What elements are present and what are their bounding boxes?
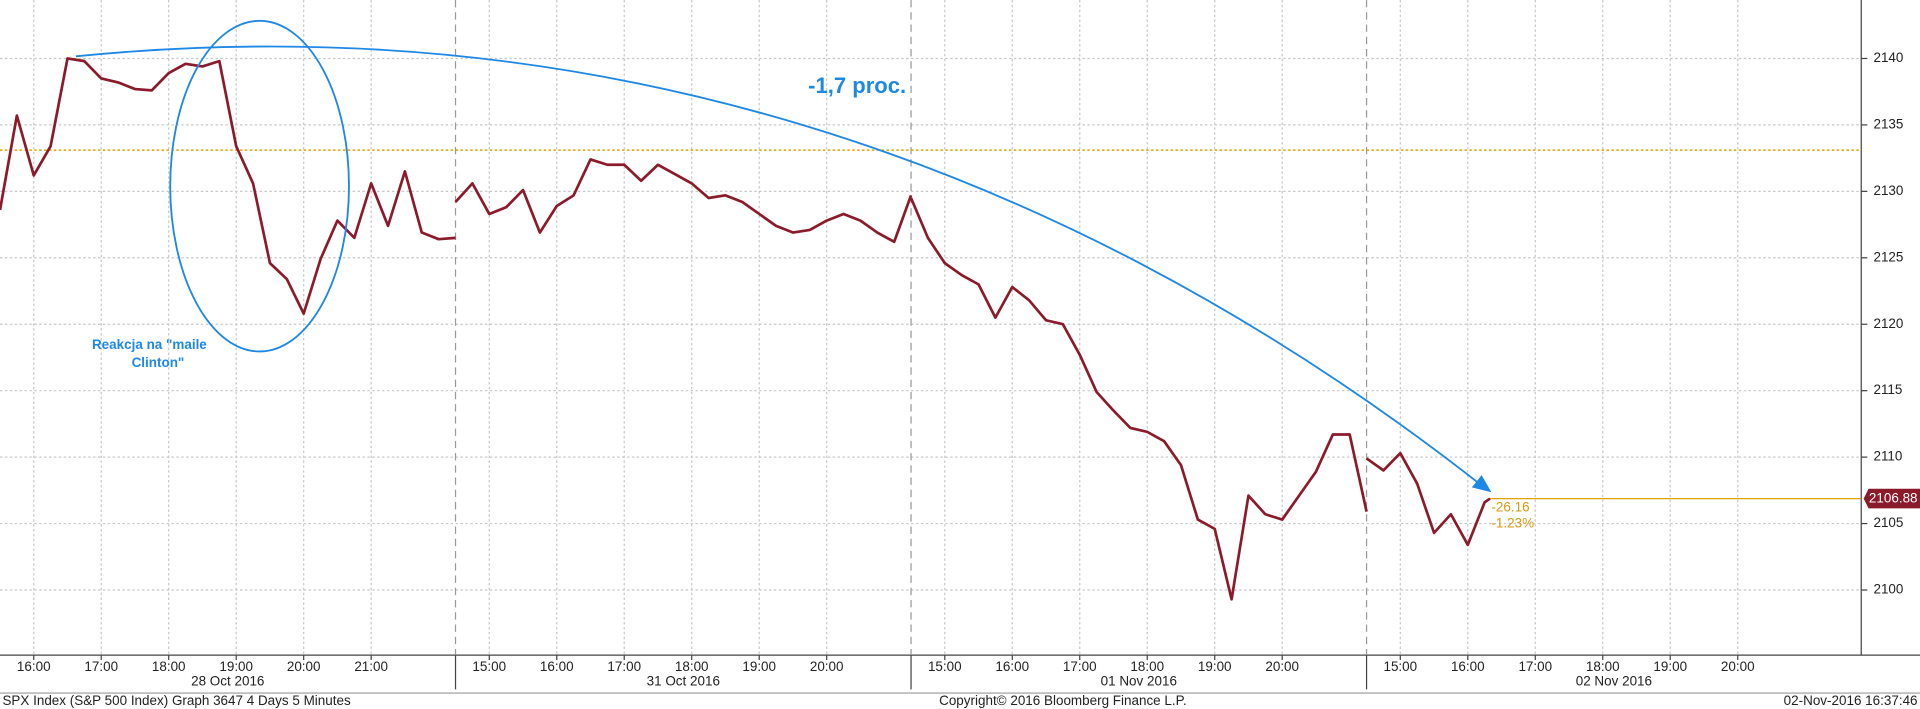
y-tick-label: 2105: [1873, 515, 1903, 530]
price-line: [0, 57, 456, 315]
x-tick-label: 20:00: [287, 659, 321, 674]
x-tick-label: 17:00: [607, 659, 641, 674]
x-tick-label: 20:00: [1265, 659, 1299, 674]
x-tick-label: 18:00: [675, 659, 709, 674]
x-tick-label: 16:00: [995, 659, 1029, 674]
drop-annotation: -1,7 proc.: [808, 73, 906, 98]
x-tick-label: 21:00: [354, 659, 388, 674]
x-tick-label: 18:00: [1130, 659, 1164, 674]
arrow-head: [1471, 475, 1492, 493]
grid: 2100 2105 2110 2115 2120 2125 2130 2135 2140 16:0…: [0, 0, 1920, 690]
day-label: 28 Oct 2016: [191, 674, 264, 689]
x-tick-label: 20:00: [1721, 659, 1755, 674]
reaction-annotation: Clinton": [132, 355, 185, 370]
y-tick-label: 2110: [1873, 449, 1902, 464]
footer-center: Copyright© 2016 Bloomberg Finance L.P.: [939, 693, 1186, 708]
footer-left: SPX Index (S&P 500 Index) Graph 3647 4 D…: [2, 693, 351, 708]
x-tick-label: 15:00: [1383, 659, 1417, 674]
x-tick-label: 15:00: [928, 659, 962, 674]
x-tick-label: 17:00: [84, 659, 118, 674]
price-line: [909, 197, 1368, 601]
y-tick-label: 2115: [1873, 382, 1902, 397]
day-label: 31 Oct 2016: [647, 674, 720, 689]
day-label: 02 Nov 2016: [1576, 674, 1652, 689]
x-tick-label: 19:00: [219, 659, 253, 674]
y-tick-label: 2120: [1873, 316, 1903, 331]
x-tick-label: 20:00: [810, 659, 844, 674]
last-value-box: [1863, 488, 1920, 509]
day-label: 01 Nov 2016: [1101, 674, 1177, 689]
x-tick-label: 19:00: [742, 659, 776, 674]
trend-arrow: [75, 45, 1485, 489]
reaction-annotation: Reakcja na "maile: [92, 337, 207, 352]
y-tick-label: 2135: [1873, 116, 1903, 131]
x-tick-label: 16:00: [1451, 659, 1485, 674]
y-tick-label: 2125: [1873, 249, 1903, 264]
y-tick-label: 2140: [1873, 50, 1903, 65]
change-annotation: -26.16: [1491, 500, 1529, 515]
y-tick-label: 2130: [1873, 183, 1903, 198]
x-tick-label: 17:00: [1063, 659, 1097, 674]
price-line: [1365, 451, 1491, 547]
price-line: [454, 158, 913, 244]
change-pct-annotation: -1.23%: [1491, 516, 1534, 531]
x-tick-label: 19:00: [1198, 659, 1232, 674]
x-tick-label: 16:00: [540, 659, 574, 674]
x-tick-label: 19:00: [1653, 659, 1687, 674]
last-value-label: 2106.88: [1869, 491, 1918, 506]
x-tick-label: 16:00: [17, 659, 51, 674]
footer-right: 02-Nov-2016 16:37:46: [1784, 693, 1918, 708]
x-tick-label: 18:00: [152, 659, 186, 674]
y-tick-label: 2100: [1873, 582, 1903, 597]
marks: 2106.88: [0, 57, 1920, 601]
x-tick-label: 18:00: [1586, 659, 1620, 674]
highlight-ellipse: [169, 19, 350, 353]
x-tick-label: 15:00: [472, 659, 506, 674]
x-tick-label: 17:00: [1518, 659, 1552, 674]
